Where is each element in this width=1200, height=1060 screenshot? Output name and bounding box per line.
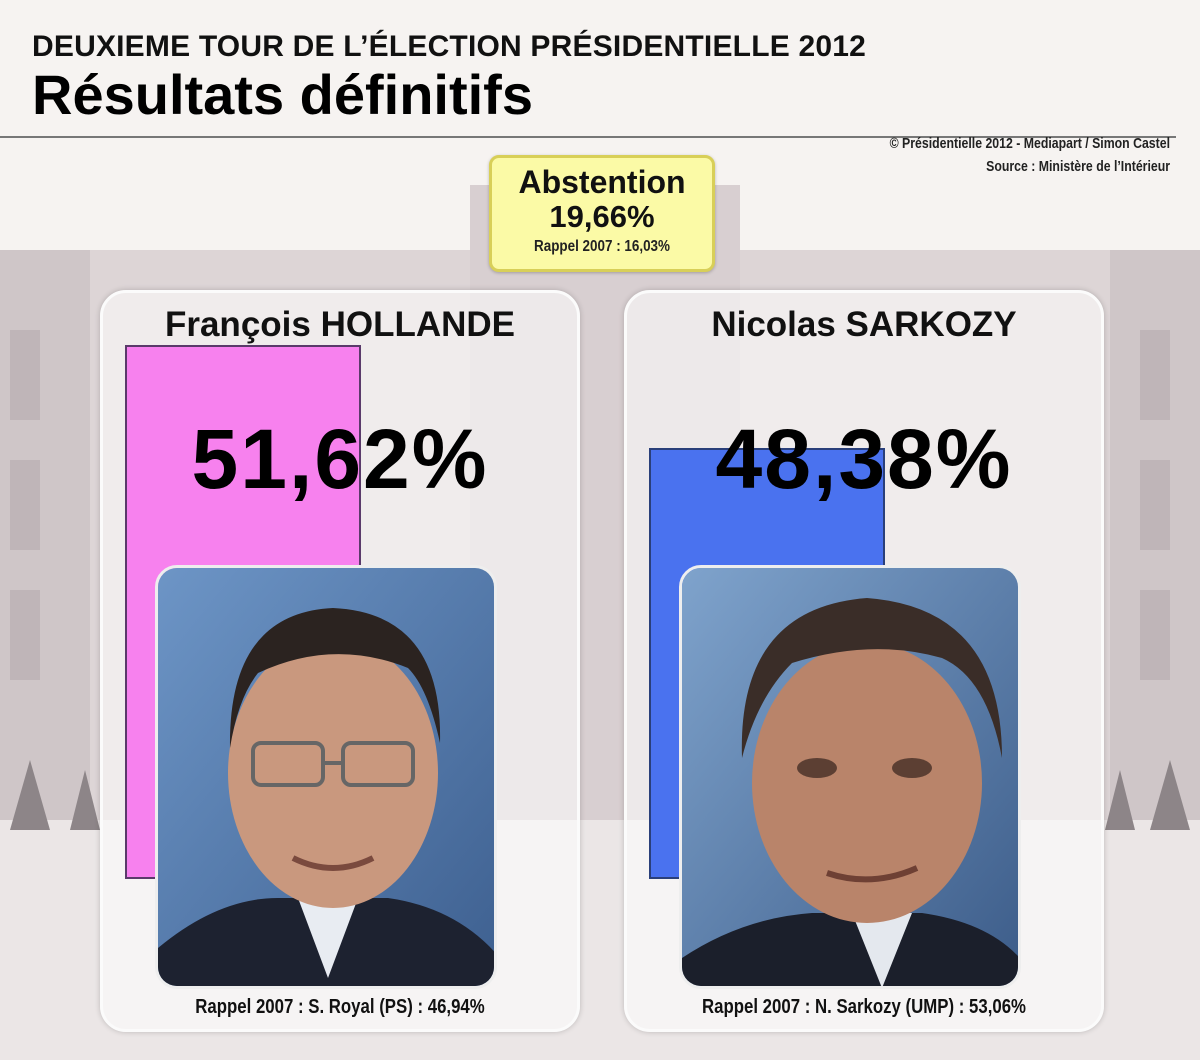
header-divider xyxy=(0,136,1176,138)
abstention-recall: Rappel 2007 : 16,03% xyxy=(534,238,670,255)
header: DEUXIEME TOUR DE L’ÉLECTION PRÉSIDENTIEL… xyxy=(32,30,866,126)
credit: © Présidentielle 2012 - Mediapart / Simo… xyxy=(890,132,1170,178)
candidate-photo xyxy=(155,565,497,989)
candidate-panel-hollande: François HOLLANDE 51,62% Rappel 2007 : S… xyxy=(100,290,580,1032)
abstention-box: Abstention 19,66% Rappel 2007 : 16,03% xyxy=(489,155,715,272)
candidate-panel-sarkozy: Nicolas SARKOZY 48,38% Rappel 2007 : N. … xyxy=(624,290,1104,1032)
source-line: Source : Ministère de l’Intérieur xyxy=(986,158,1170,175)
page-title: Résultats définitifs xyxy=(32,63,533,126)
abstention-label: Abstention xyxy=(518,164,686,200)
abstention-value: 19,66% xyxy=(549,199,655,234)
candidate-name: Nicolas SARKOZY xyxy=(711,305,1017,344)
recall-2007: Rappel 2007 : N. Sarkozy (UMP) : 53,06% xyxy=(701,996,1026,1018)
supertitle: DEUXIEME TOUR DE L’ÉLECTION PRÉSIDENTIEL… xyxy=(32,30,867,63)
recall-2007: Rappel 2007 : S. Royal (PS) : 46,94% xyxy=(195,996,485,1018)
result-percent: 51,62% xyxy=(191,412,489,506)
result-percent: 48,38% xyxy=(715,412,1013,506)
candidate-name: François HOLLANDE xyxy=(164,305,516,344)
candidate-photo xyxy=(679,565,1021,989)
credit-line: © Présidentielle 2012 - Mediapart / Simo… xyxy=(889,135,1170,152)
